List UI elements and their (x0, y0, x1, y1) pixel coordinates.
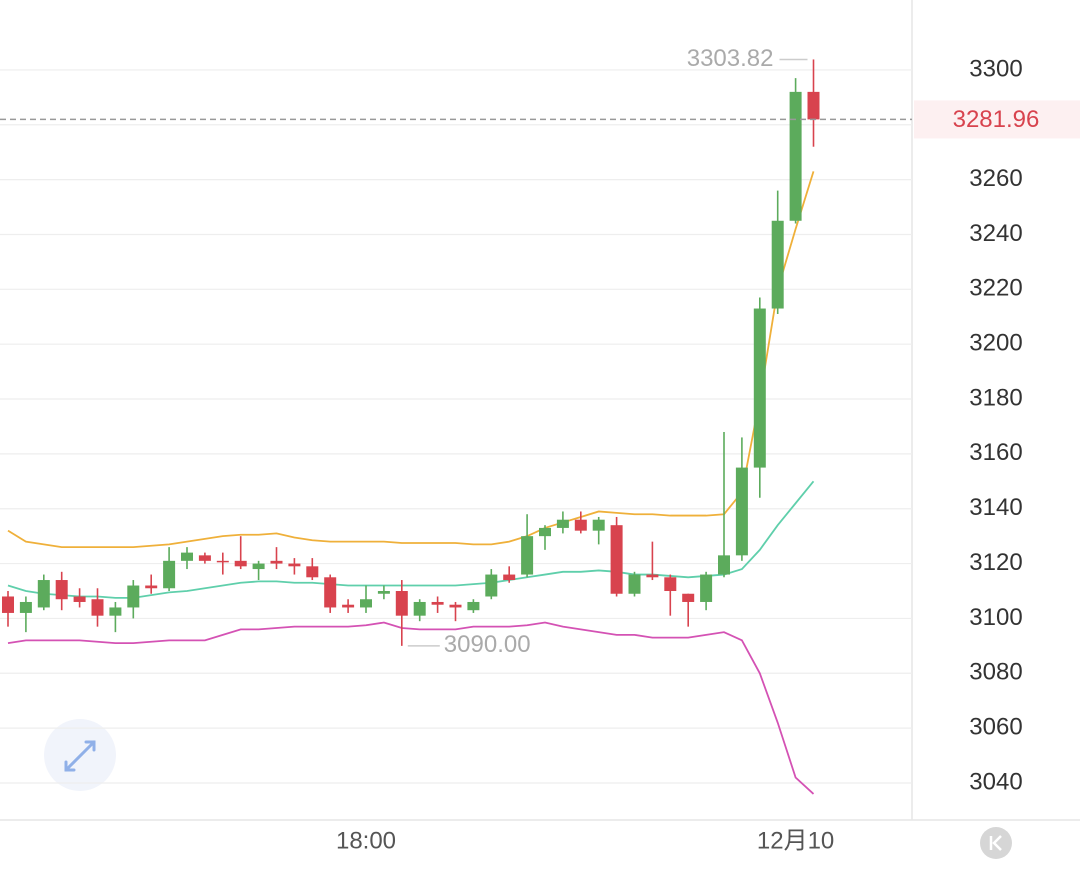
expand-button[interactable] (44, 719, 116, 791)
rewind-icon[interactable] (989, 835, 1002, 851)
max-label: 3303.82 (687, 45, 774, 72)
candle-body (610, 525, 623, 594)
candle-body (198, 555, 211, 561)
y-tick-label: 3060 (969, 713, 1022, 740)
candle-body (360, 599, 372, 608)
candle-body (395, 591, 408, 616)
candle-body (503, 574, 516, 581)
x-tick-label: 12月10 (757, 827, 834, 854)
candle-body (181, 552, 193, 561)
candle-body (163, 560, 176, 589)
rewind-button[interactable] (980, 827, 1012, 859)
candle-body (91, 599, 104, 616)
candle-body (342, 604, 355, 608)
y-tick-label: 3240 (969, 220, 1022, 247)
candle-body (485, 574, 498, 597)
candle-body (592, 519, 605, 531)
y-tick-label: 3040 (969, 768, 1022, 795)
candle-body (646, 574, 659, 578)
candle-body (55, 580, 68, 600)
candle-body (37, 580, 50, 608)
candle-body (73, 596, 86, 602)
candle-body (234, 560, 247, 567)
candle-body (306, 566, 319, 578)
candle-body (324, 577, 337, 608)
band-line (7, 171, 815, 549)
candle-body (377, 591, 390, 594)
min-label: 3090.00 (444, 631, 531, 658)
candle-body (789, 91, 802, 221)
rewind-bg[interactable] (980, 827, 1012, 859)
expand-icon[interactable] (64, 740, 96, 772)
y-tick-label: 3220 (969, 275, 1022, 302)
plot: 3040 3060 3080 3100 3120 3140 3160 3180 3200 3220… (0, 45, 1080, 854)
y-tick-label: 3100 (969, 604, 1022, 631)
candle-body (628, 574, 641, 594)
candle-body (270, 560, 283, 564)
candle-body (556, 519, 569, 528)
band-line (7, 621, 815, 795)
candle-body (521, 536, 534, 575)
current-price-box (914, 100, 1080, 139)
candle-body (413, 601, 426, 616)
candle-body (19, 601, 32, 613)
candle-body (252, 563, 265, 570)
candle-body (145, 585, 158, 589)
candle-body (753, 308, 766, 468)
y-tick-label: 3160 (969, 439, 1022, 466)
y-tick-label: 3080 (969, 659, 1022, 686)
candle-body (664, 577, 677, 592)
candle-body (109, 607, 122, 616)
candle-body (807, 91, 820, 120)
candle-body (539, 527, 551, 537)
y-tick-label: 3180 (969, 384, 1022, 411)
y-tick-label: 3300 (969, 55, 1022, 82)
candle-body (449, 604, 462, 608)
candle-body (718, 555, 730, 575)
y-tick-label: 3140 (969, 494, 1022, 521)
candle-body (2, 596, 14, 613)
candle-body (682, 593, 695, 602)
candle-body (735, 467, 748, 556)
y-tick-label: 3200 (969, 330, 1022, 357)
candle-body (700, 574, 713, 602)
y-tick-label: 3120 (969, 549, 1022, 576)
candle-body (216, 560, 229, 563)
current-price-label: 3281.96 (953, 106, 1040, 133)
y-tick-label: 3260 (969, 165, 1022, 192)
candle-body (288, 563, 301, 567)
candle-body (574, 519, 587, 531)
candle-body (431, 601, 444, 605)
candle-body (771, 220, 784, 309)
x-tick-label: 18:00 (336, 827, 396, 854)
band-line (7, 480, 815, 599)
candle-body (467, 601, 480, 611)
candle-body (127, 585, 140, 608)
